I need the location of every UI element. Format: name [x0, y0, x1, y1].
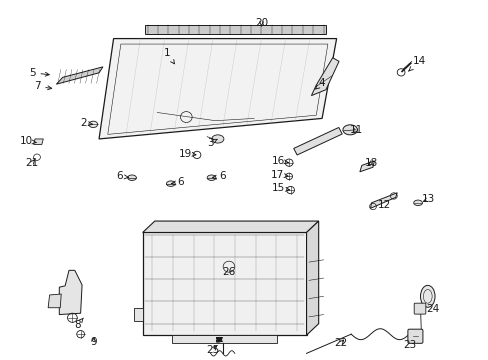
Text: 5: 5 — [29, 68, 49, 78]
Text: 8: 8 — [74, 318, 83, 330]
Polygon shape — [59, 270, 82, 315]
Text: 13: 13 — [421, 194, 434, 204]
Polygon shape — [311, 58, 338, 96]
Text: 22: 22 — [333, 338, 346, 348]
Text: 16: 16 — [271, 156, 287, 166]
Text: 21: 21 — [25, 158, 39, 168]
Text: 15: 15 — [271, 183, 289, 193]
Text: 25: 25 — [206, 345, 219, 355]
FancyBboxPatch shape — [413, 303, 425, 314]
Ellipse shape — [211, 135, 224, 143]
Polygon shape — [56, 67, 102, 84]
Text: 9: 9 — [90, 337, 96, 347]
Text: 4: 4 — [315, 78, 325, 89]
Polygon shape — [145, 25, 325, 34]
Text: 1: 1 — [163, 48, 174, 64]
Ellipse shape — [342, 125, 357, 135]
Polygon shape — [171, 335, 277, 343]
Text: 17: 17 — [270, 170, 287, 180]
Polygon shape — [134, 308, 142, 321]
Polygon shape — [293, 127, 342, 155]
Text: 6: 6 — [171, 177, 183, 187]
Text: 24: 24 — [425, 303, 438, 314]
Text: 6: 6 — [212, 171, 225, 181]
Polygon shape — [99, 39, 336, 139]
Text: 12: 12 — [377, 200, 390, 210]
Ellipse shape — [413, 200, 422, 206]
Text: 6: 6 — [116, 171, 128, 181]
Text: 3: 3 — [207, 138, 217, 148]
Text: 11: 11 — [348, 125, 362, 135]
Ellipse shape — [166, 181, 175, 186]
Text: 10: 10 — [20, 136, 36, 146]
Polygon shape — [306, 221, 318, 335]
Text: 23: 23 — [403, 340, 416, 350]
Polygon shape — [359, 161, 374, 172]
Ellipse shape — [89, 121, 98, 127]
Ellipse shape — [420, 285, 434, 307]
Text: 20: 20 — [254, 18, 267, 28]
Text: 26: 26 — [222, 267, 235, 277]
Polygon shape — [142, 221, 318, 233]
Polygon shape — [370, 193, 396, 208]
Polygon shape — [48, 294, 61, 308]
Ellipse shape — [207, 175, 216, 180]
Text: 7: 7 — [34, 81, 52, 91]
Text: 2: 2 — [80, 118, 92, 128]
Text: 14: 14 — [408, 57, 425, 71]
Text: 19: 19 — [178, 149, 196, 158]
FancyBboxPatch shape — [407, 329, 422, 343]
Polygon shape — [142, 233, 306, 335]
Text: 18: 18 — [364, 158, 377, 168]
Polygon shape — [34, 139, 43, 144]
Ellipse shape — [127, 175, 136, 180]
